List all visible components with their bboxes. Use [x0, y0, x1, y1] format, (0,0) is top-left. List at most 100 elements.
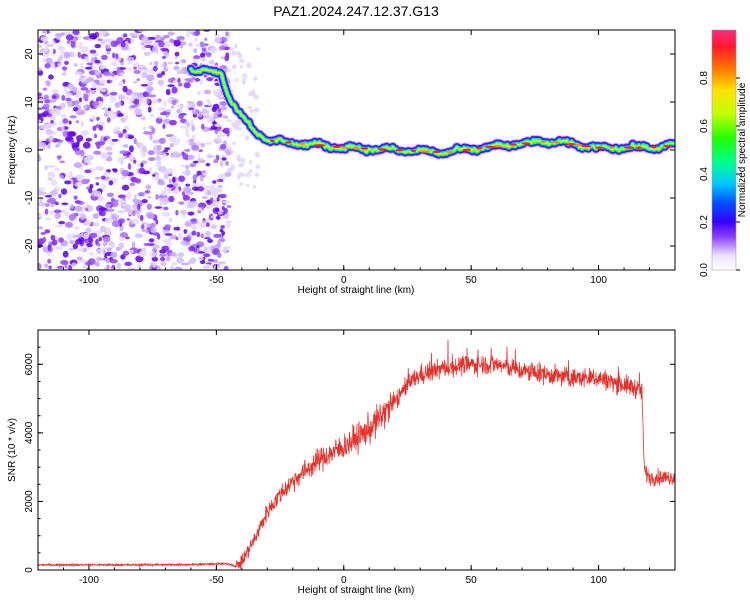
- noise-speckle: [59, 174, 64, 179]
- y-tick-label: 10: [24, 96, 35, 108]
- noise-speckle: [64, 221, 74, 228]
- noise-speckle: [234, 43, 238, 49]
- noise-speckle: [177, 77, 181, 83]
- noise-speckle: [82, 205, 89, 209]
- noise-speckle: [57, 57, 62, 64]
- noise-speckle: [219, 143, 227, 150]
- noise-speckle: [89, 49, 97, 54]
- x-tick-label: 0: [341, 575, 347, 586]
- noise-speckle: [180, 164, 186, 168]
- noise-speckle: [60, 102, 66, 109]
- noise-speckle: [60, 259, 69, 265]
- noise-speckle: [193, 179, 197, 184]
- noise-speckle: [226, 222, 232, 228]
- snr-frame: [37, 329, 676, 571]
- noise-speckle: [56, 265, 64, 269]
- noise-speckle: [43, 94, 49, 100]
- noise-speckle: [160, 47, 169, 51]
- noise-speckle: [149, 61, 153, 66]
- ridge-hotspot: [270, 139, 275, 143]
- noise-speckle: [66, 40, 71, 44]
- noise-speckle: [236, 51, 241, 56]
- noise-speckle: [100, 175, 106, 180]
- noise-speckle: [150, 113, 155, 118]
- noise-speckle: [124, 113, 129, 121]
- noise-speckle: [111, 220, 121, 228]
- noise-speckle: [125, 37, 131, 42]
- noise-speckle: [221, 246, 229, 253]
- noise-speckle: [38, 189, 43, 196]
- noise-speckle: [88, 236, 92, 244]
- ridge-hotspot: [521, 142, 531, 145]
- noise-speckle: [38, 69, 44, 76]
- noise-speckle: [148, 82, 154, 86]
- noise-speckle: [100, 246, 108, 250]
- noise-speckle: [58, 221, 66, 225]
- noise-speckle: [163, 118, 171, 124]
- noise-speckle: [185, 104, 192, 109]
- noise-speckle: [116, 66, 120, 74]
- noise-speckle: [219, 160, 224, 167]
- noise-speckle: [126, 218, 130, 221]
- noise-speckle: [85, 66, 93, 70]
- y-tick-label: 6000: [24, 353, 35, 376]
- noise-speckle: [215, 137, 222, 142]
- noise-speckle: [140, 83, 149, 87]
- noise-speckle: [142, 145, 147, 153]
- noise-speckle: [202, 220, 208, 224]
- x-tick-label: 100: [590, 275, 607, 286]
- noise-speckle: [80, 78, 87, 82]
- noise-speckle: [179, 125, 188, 129]
- noise-speckle: [155, 150, 162, 156]
- snr-panel: -100 -50 0 50 100 0 2000 4000 6000 Height of st…: [7, 329, 676, 596]
- noise-speckle: [38, 44, 43, 48]
- noise-speckle: [128, 99, 133, 105]
- noise-speckle: [175, 237, 179, 241]
- noise-speckle: [75, 111, 85, 116]
- noise-speckle: [72, 243, 78, 250]
- noise-speckle: [80, 87, 89, 91]
- noise-speckle: [182, 194, 191, 202]
- noise-speckle: [131, 218, 139, 225]
- noise-speckle: [139, 214, 144, 222]
- noise-speckle: [161, 245, 170, 252]
- noise-speckle: [93, 150, 102, 155]
- noise-speckle: [42, 87, 48, 91]
- noise-speckle: [61, 66, 68, 71]
- noise-speckle: [85, 89, 91, 94]
- noise-speckle: [118, 133, 124, 139]
- noise-speckle: [203, 253, 211, 258]
- noise-speckle: [158, 166, 167, 173]
- noise-speckle: [148, 88, 152, 96]
- noise-speckle: [254, 151, 260, 158]
- noise-speckle: [229, 150, 235, 154]
- noise-speckle: [63, 52, 71, 59]
- noise-speckle: [188, 138, 195, 143]
- noise-speckle: [160, 256, 166, 262]
- noise-speckle: [89, 232, 98, 239]
- noise-speckle: [172, 182, 179, 187]
- noise-speckle: [147, 167, 153, 173]
- noise-speckle: [69, 170, 73, 176]
- noise-speckle: [57, 155, 61, 161]
- noise-speckle: [119, 232, 129, 238]
- ridge-hotspot: [494, 144, 502, 148]
- noise-speckle: [160, 189, 167, 197]
- noise-speckle: [176, 108, 183, 115]
- noise-speckle: [44, 165, 48, 171]
- noise-speckle: [155, 219, 159, 225]
- ridge-hotspot: [377, 148, 387, 151]
- noise-speckle: [162, 170, 167, 175]
- noise-speckle: [93, 133, 98, 139]
- noise-speckle: [135, 178, 142, 184]
- noise-speckle: [201, 196, 208, 199]
- noise-speckle: [53, 209, 62, 214]
- noise-speckle: [80, 75, 86, 79]
- noise-speckle: [147, 196, 152, 199]
- noise-speckle: [44, 263, 49, 269]
- noise-speckle: [128, 154, 134, 161]
- noise-speckle: [97, 198, 103, 202]
- noise-speckle: [45, 57, 53, 64]
- noise-speckle: [64, 60, 69, 66]
- noise-speckle: [72, 30, 80, 36]
